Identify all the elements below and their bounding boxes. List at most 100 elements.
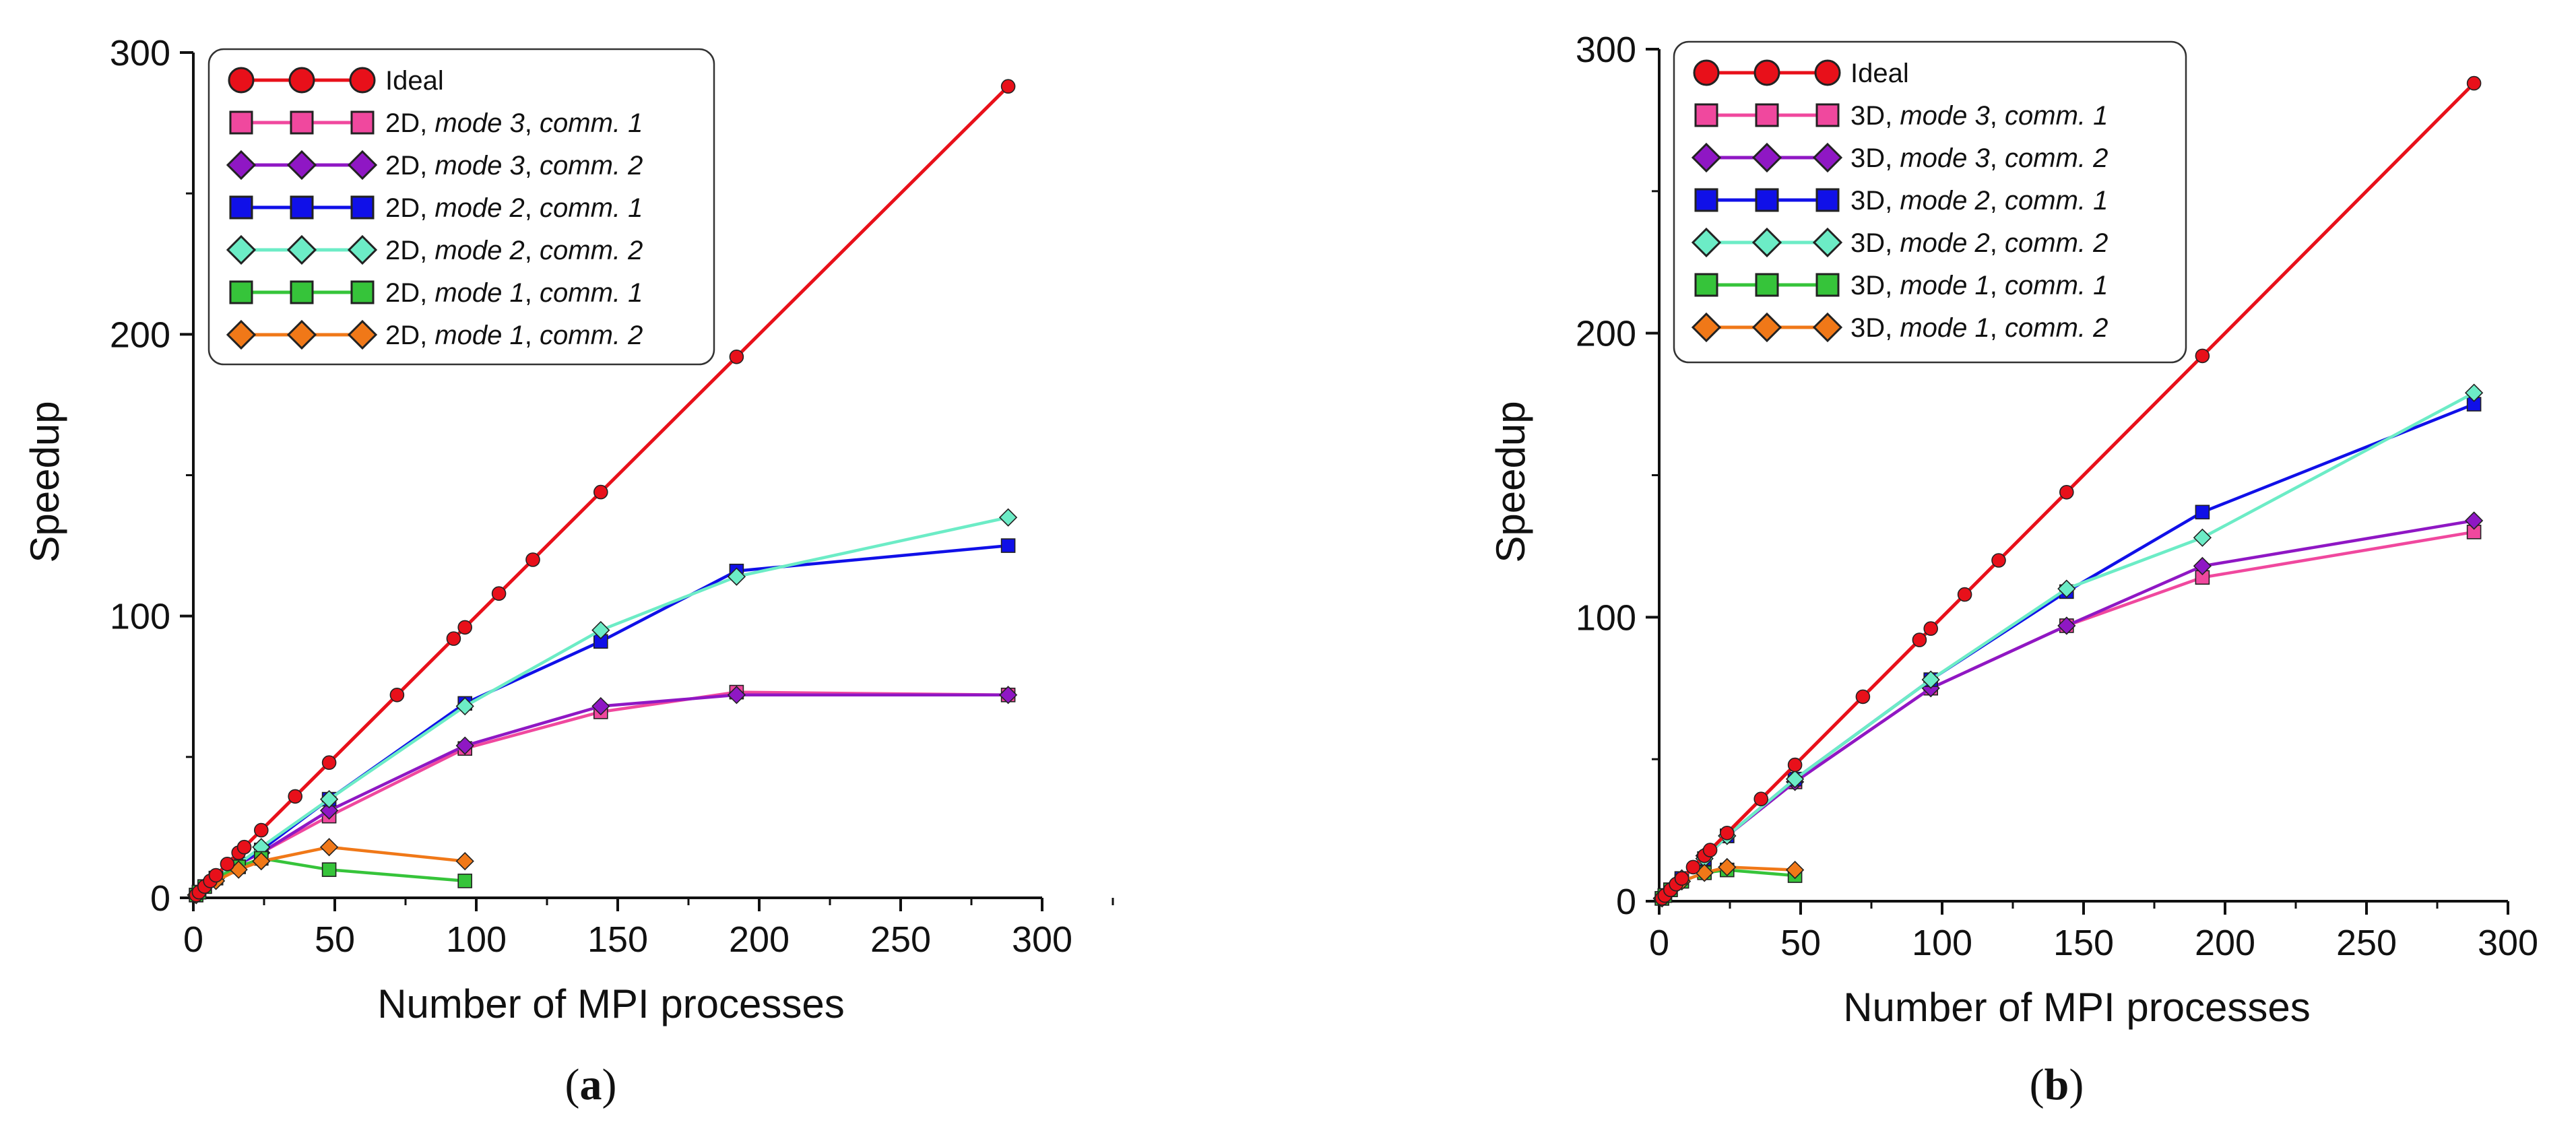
y-tick-label: 300 [1576, 30, 1636, 70]
data-point [1785, 860, 1805, 880]
y-tick-label: 100 [1576, 597, 1636, 638]
series-line [195, 690, 1008, 896]
legend-swatch-marker [226, 319, 257, 350]
data-point [1923, 621, 1938, 636]
legend-swatch-marker [1815, 103, 1840, 127]
data-point [1674, 871, 1689, 886]
legend-swatch-marker [1751, 142, 1782, 173]
x-axis-title: Number of MPI processes [1843, 985, 2311, 1030]
legend-label: 2D, mode 3, comm. 2 [385, 151, 643, 181]
x-tick-label: 0 [1649, 923, 1669, 963]
data-point [2193, 528, 2212, 547]
legend-item: 3D, mode 1, comm. 2 [1691, 312, 2108, 343]
legend-item: 2D, mode 1, comm. 1 [229, 278, 643, 308]
data-point [491, 586, 507, 601]
data-point [220, 857, 235, 872]
legend-swatch-marker [1694, 273, 1718, 297]
legend-swatch-marker [286, 150, 317, 181]
legend-swatch-marker [1755, 103, 1779, 127]
legend-item: 3D, mode 3, comm. 2 [1691, 142, 2108, 173]
legend-swatch-marker [229, 195, 253, 220]
x-tick-label: 250 [870, 919, 931, 960]
data-point [1957, 587, 1972, 602]
legend-label: 2D, mode 2, comm. 2 [385, 236, 643, 265]
legend-swatch-marker [229, 110, 253, 135]
y-tick-label: 200 [110, 315, 170, 355]
legend-item: 3D, mode 2, comm. 2 [1691, 227, 2108, 258]
x-tick-label: 300 [1012, 919, 1072, 960]
legend-swatch-marker [347, 150, 378, 181]
legend-label: 2D, mode 3, comm. 1 [385, 108, 643, 138]
data-point [591, 620, 610, 640]
series-line [195, 693, 1008, 896]
legend-item: 2D, mode 1, comm. 2 [226, 319, 643, 350]
y-axis-title: Speedup [1488, 401, 1533, 562]
panel-label: (a) [565, 1060, 617, 1109]
series-ideal [189, 79, 1016, 903]
series-2d-mode-2-comm-1 [189, 538, 1016, 903]
legend-swatch-marker [1691, 312, 1722, 343]
legend-swatch-marker [1812, 312, 1843, 343]
legend-swatch-marker [1694, 188, 1718, 212]
data-point [2059, 484, 2074, 500]
legend: Ideal 2D, mode 3, comm. 1 2D, mode 3, comm… [207, 48, 715, 366]
data-point [1991, 553, 2006, 568]
x-tick-label: 100 [446, 919, 507, 960]
series-line [1661, 402, 2475, 900]
series-2d-mode-3-comm-1 [189, 684, 1016, 903]
series-3d-mode-2-comm-1 [1654, 397, 2482, 906]
data-point [2193, 556, 2212, 576]
data-point [253, 822, 269, 838]
data-point [727, 686, 746, 705]
legend-swatch-marker [1755, 188, 1779, 212]
legend-swatch-marker [1814, 59, 1841, 86]
legend-swatch-marker [1812, 142, 1843, 173]
data-point [1720, 826, 1735, 841]
legend-item: Ideal [1693, 59, 1909, 88]
legend-item: 3D, mode 1, comm. 1 [1694, 271, 2108, 300]
legend: Ideal 3D, mode 3, comm. 1 3D, mode 3, comm… [1673, 40, 2187, 364]
legend-box [207, 48, 715, 366]
data-point [591, 696, 610, 716]
data-point [321, 755, 337, 770]
data-point [729, 349, 744, 364]
legend-label: 3D, mode 1, comm. 2 [1850, 313, 2108, 343]
y-tick-label: 300 [110, 33, 170, 73]
data-point [389, 688, 405, 703]
legend-swatch-marker [1691, 227, 1722, 258]
data-point [457, 620, 473, 635]
legend-swatch-marker [290, 195, 314, 220]
legend-label: 2D, mode 1, comm. 2 [385, 321, 643, 350]
legend-swatch-marker [1751, 227, 1782, 258]
data-point [2057, 616, 2076, 635]
series-line [1661, 519, 2474, 900]
legend-swatch-marker [1693, 59, 1720, 86]
series-line [195, 544, 1008, 896]
data-point [319, 838, 339, 857]
data-point [455, 851, 474, 871]
data-point [2195, 504, 2210, 520]
data-point [2466, 75, 2482, 91]
y-tick-label: 200 [1576, 314, 1636, 354]
series-3d-mode-2-comm-2 [1652, 383, 2484, 908]
legend-swatch-marker [288, 67, 315, 94]
legend-swatch-marker [1691, 142, 1722, 173]
data-point [998, 686, 1018, 705]
data-point [288, 789, 303, 804]
series-ideal [1654, 75, 2482, 906]
data-point [998, 508, 1018, 527]
legend-swatch-marker [1812, 227, 1843, 258]
data-point [2464, 511, 2484, 530]
x-tick-label: 150 [2053, 923, 2114, 963]
legend-item: 2D, mode 2, comm. 1 [229, 193, 643, 223]
legend-swatch-marker [347, 319, 378, 350]
legend-swatch-marker [226, 150, 257, 181]
legend-swatch-marker [1815, 188, 1840, 212]
x-tick-label: 50 [1780, 923, 1821, 963]
data-point [208, 868, 224, 883]
legend-swatch-marker [290, 110, 314, 135]
data-point [1718, 857, 1737, 877]
series-line [1661, 391, 2475, 900]
legend-swatch-marker [350, 280, 375, 304]
